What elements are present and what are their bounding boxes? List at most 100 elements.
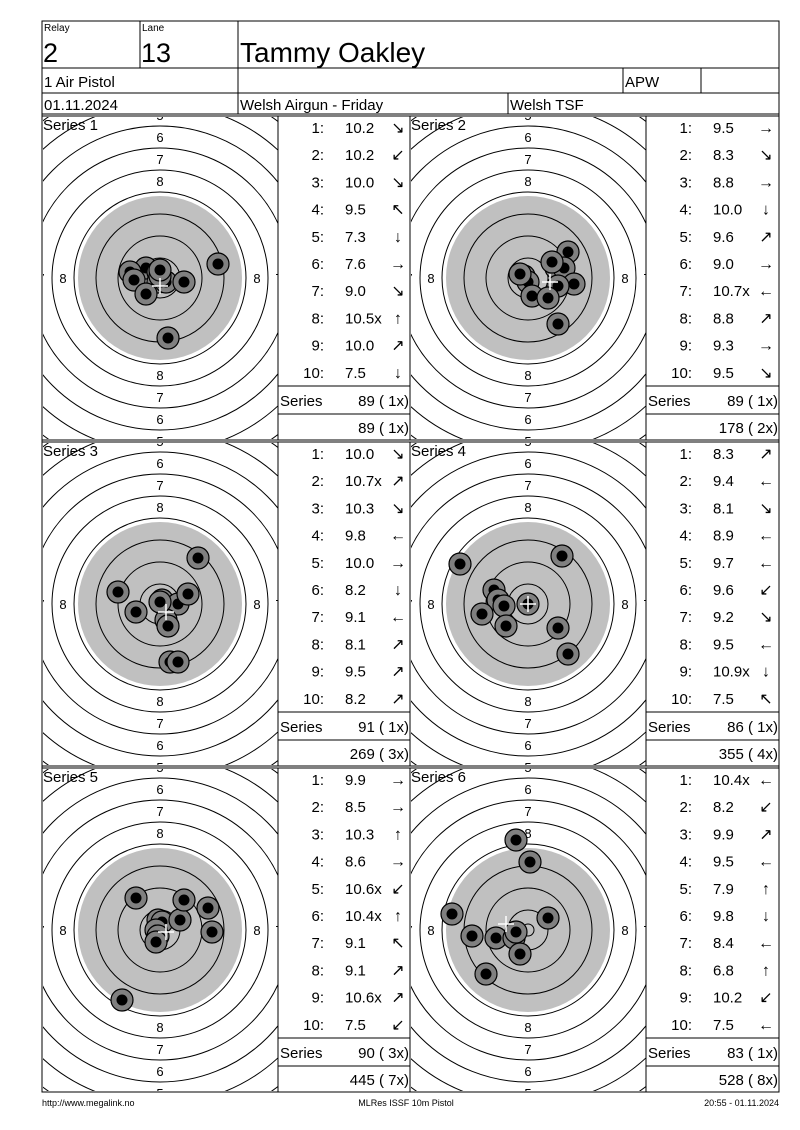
shot-hit-core (510, 926, 522, 938)
shot-hit-core (498, 600, 510, 612)
class-code: APW (625, 74, 660, 91)
shot-hit-core (162, 332, 174, 344)
shot-number: 7: (311, 609, 324, 626)
shot-hit-core (446, 908, 458, 920)
ring-number: 5 (156, 1086, 163, 1101)
scoring-ring (73, 191, 247, 365)
shot-hit-core (562, 246, 574, 258)
shot-number: 8: (679, 636, 692, 653)
ring-number: 8 (524, 694, 531, 709)
ring-number: 7 (275, 923, 282, 938)
shot-direction-arrow: ↗ (759, 446, 772, 463)
series-total: 83 ( 1x) (727, 1045, 778, 1062)
shot-score: 7.3 (345, 229, 366, 246)
shot-direction-arrow: ↙ (391, 147, 404, 164)
series-label: Series 2 (411, 117, 466, 134)
shot-hit-core (466, 930, 478, 942)
series-label: Series 3 (43, 443, 98, 460)
shot-score: 10.6x (345, 881, 382, 898)
shot-score: 10.4x (713, 772, 750, 789)
shot-score: 9.1 (345, 962, 366, 979)
shot-number: 8: (311, 962, 324, 979)
footer-url[interactable]: http://www.megalink.no (42, 1098, 135, 1108)
series-total: 90 ( 3x) (358, 1045, 409, 1062)
score-table: 1: 10.0 ↘ 2: 10.7x ↗ 3: 10.3 ↘ 4: 9.8 ← 5: 10.0 → 6: 8.2… (277, 442, 410, 766)
shot-hit-core (552, 280, 564, 292)
series-total: 86 ( 1x) (727, 719, 778, 736)
series-total-label: Series (280, 1045, 323, 1062)
shot-score: 10.0 (713, 202, 742, 219)
shot-direction-arrow: ↘ (759, 365, 772, 382)
discipline: 1 Air Pistol (44, 74, 115, 91)
shot-hit-core (212, 258, 224, 270)
shot-direction-arrow: → (390, 256, 406, 273)
ring-number: 6 (383, 271, 390, 286)
shot-number: 8: (679, 962, 692, 979)
ring-number: 7 (643, 271, 650, 286)
shot-hit-core (154, 596, 166, 608)
ring-number: 6 (156, 1064, 163, 1079)
shot-hit-core (130, 606, 142, 618)
ring-number: 8 (524, 368, 531, 383)
shot-number: 3: (679, 500, 692, 517)
shot-number: 1: (311, 446, 324, 463)
shot-score: 10.9x (713, 664, 750, 681)
shot-direction-arrow: → (390, 854, 406, 871)
ring-number: 8 (621, 271, 628, 286)
ring-number: 8 (427, 923, 434, 938)
score-table: 1: 9.9 → 2: 8.5 → 3: 10.3 ↑ 4: 8.6 → 5: 10.6x ↙ 6: 10.4x… (277, 768, 410, 1092)
shot-number: 2: (679, 473, 692, 490)
shot-direction-arrow: ↑ (762, 881, 770, 898)
shot-score: 9.6 (713, 582, 734, 599)
shot-number: 7: (679, 283, 692, 300)
scoring-ring (441, 843, 615, 1017)
ring-number: 5 (0, 597, 1, 612)
shot-score: 7.6 (345, 256, 366, 273)
ring-number: 5 (0, 923, 1, 938)
scoring-ring (73, 517, 247, 691)
ring-number: 7 (643, 597, 650, 612)
shot-score: 7.5 (345, 365, 366, 382)
shot-score: 10.2 (345, 147, 374, 164)
cumulative-total: 528 ( 8x) (719, 1072, 778, 1089)
shot-number: 5: (679, 555, 692, 572)
shot-hit-core (526, 290, 538, 302)
ring-number: 8 (524, 826, 531, 841)
ring-number: 7 (275, 271, 282, 286)
shot-direction-arrow: ↙ (759, 799, 772, 816)
shot-number: 3: (311, 826, 324, 843)
shot-hit-core (546, 256, 558, 268)
shot-hit-core (562, 648, 574, 660)
series-total: 91 ( 1x) (358, 719, 409, 736)
ring-number: 8 (253, 923, 260, 938)
ring-number: 6 (156, 782, 163, 797)
shot-score: 10.7x (713, 283, 750, 300)
shot-hit-core (454, 558, 466, 570)
shot-number: 2: (311, 473, 324, 490)
scoring-ring (43, 451, 278, 757)
shot-direction-arrow: ↓ (394, 365, 402, 382)
shot-score: 9.9 (345, 772, 366, 789)
shot-direction-arrow: ↑ (394, 310, 402, 327)
scoring-ring (51, 169, 269, 387)
cumulative-total: 355 ( 4x) (719, 746, 778, 763)
shot-score: 8.3 (713, 147, 734, 164)
shot-score: 9.7 (713, 555, 734, 572)
shot-number: 1: (679, 120, 692, 137)
series-label: Series 4 (411, 443, 466, 460)
scoring-ring (419, 821, 637, 1039)
ring-number: 6 (156, 130, 163, 145)
shot-score: 10.3 (345, 826, 374, 843)
shot-direction-arrow: → (758, 120, 774, 137)
shot-hit-core (202, 902, 214, 914)
ring-number: 7 (156, 390, 163, 405)
ring-number: 6 (15, 923, 22, 938)
